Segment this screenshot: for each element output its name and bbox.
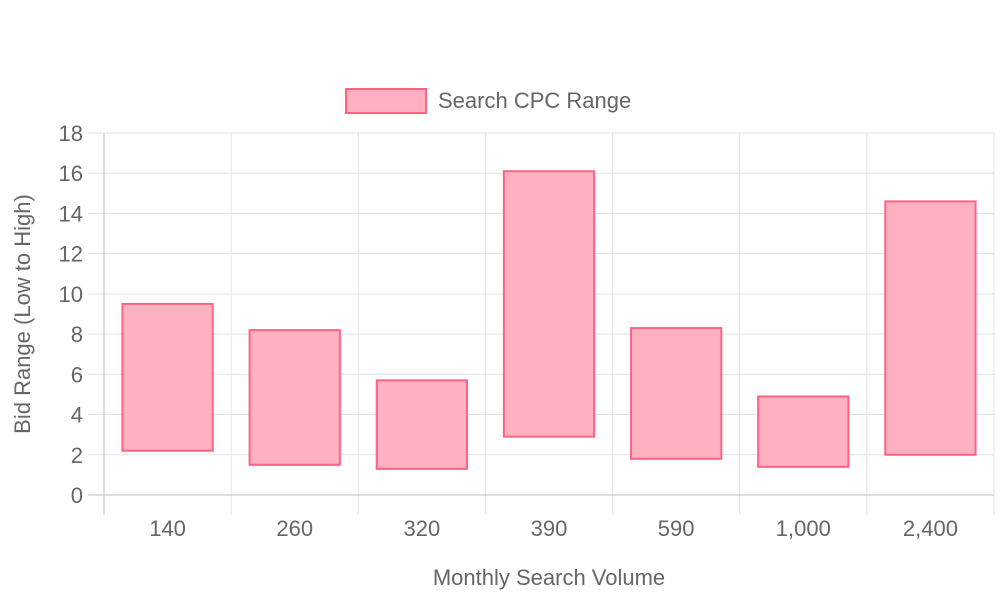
y-tick-label: 6 bbox=[71, 362, 83, 387]
y-tick-label: 14 bbox=[59, 201, 83, 226]
y-tick-label: 10 bbox=[59, 282, 83, 307]
x-tick-label: 320 bbox=[403, 516, 440, 541]
bar-260[interactable] bbox=[248, 329, 341, 466]
y-tick-label: 16 bbox=[59, 161, 83, 186]
x-tick-label: 260 bbox=[276, 516, 313, 541]
legend[interactable]: Search CPC Range bbox=[345, 88, 631, 114]
bar-1000[interactable] bbox=[757, 395, 850, 468]
legend-label-search-cpc-range[interactable]: Search CPC Range bbox=[438, 88, 631, 113]
x-axis-title: Monthly Search Volume bbox=[433, 565, 665, 590]
legend-swatch[interactable] bbox=[345, 88, 427, 114]
bar-2400[interactable] bbox=[884, 200, 977, 456]
y-axis-title: Bid Range (Low to High) bbox=[10, 194, 35, 434]
x-tick-label: 2,400 bbox=[903, 516, 958, 541]
bar-590[interactable] bbox=[630, 327, 723, 460]
y-tick-label: 0 bbox=[71, 483, 83, 508]
y-tick-label: 8 bbox=[71, 322, 83, 347]
axes bbox=[88, 133, 994, 515]
x-tick-label: 390 bbox=[531, 516, 568, 541]
y-tick-label: 4 bbox=[71, 403, 83, 428]
x-tick-label: 140 bbox=[149, 516, 186, 541]
bar-320[interactable] bbox=[375, 379, 468, 470]
y-tick-label: 2 bbox=[71, 443, 83, 468]
tick-labels: 0 2 4 6 8 10 12 14 16 18 140 260 320 390 590 1,000 2,400 bbox=[59, 121, 958, 541]
x-tick-label: 1,000 bbox=[776, 516, 831, 541]
bars bbox=[121, 170, 977, 470]
bar-140[interactable] bbox=[121, 302, 214, 452]
y-tick-label: 12 bbox=[59, 242, 83, 267]
x-tick-label: 590 bbox=[658, 516, 695, 541]
bar-390[interactable] bbox=[502, 170, 596, 438]
y-tick-label: 18 bbox=[59, 121, 83, 146]
